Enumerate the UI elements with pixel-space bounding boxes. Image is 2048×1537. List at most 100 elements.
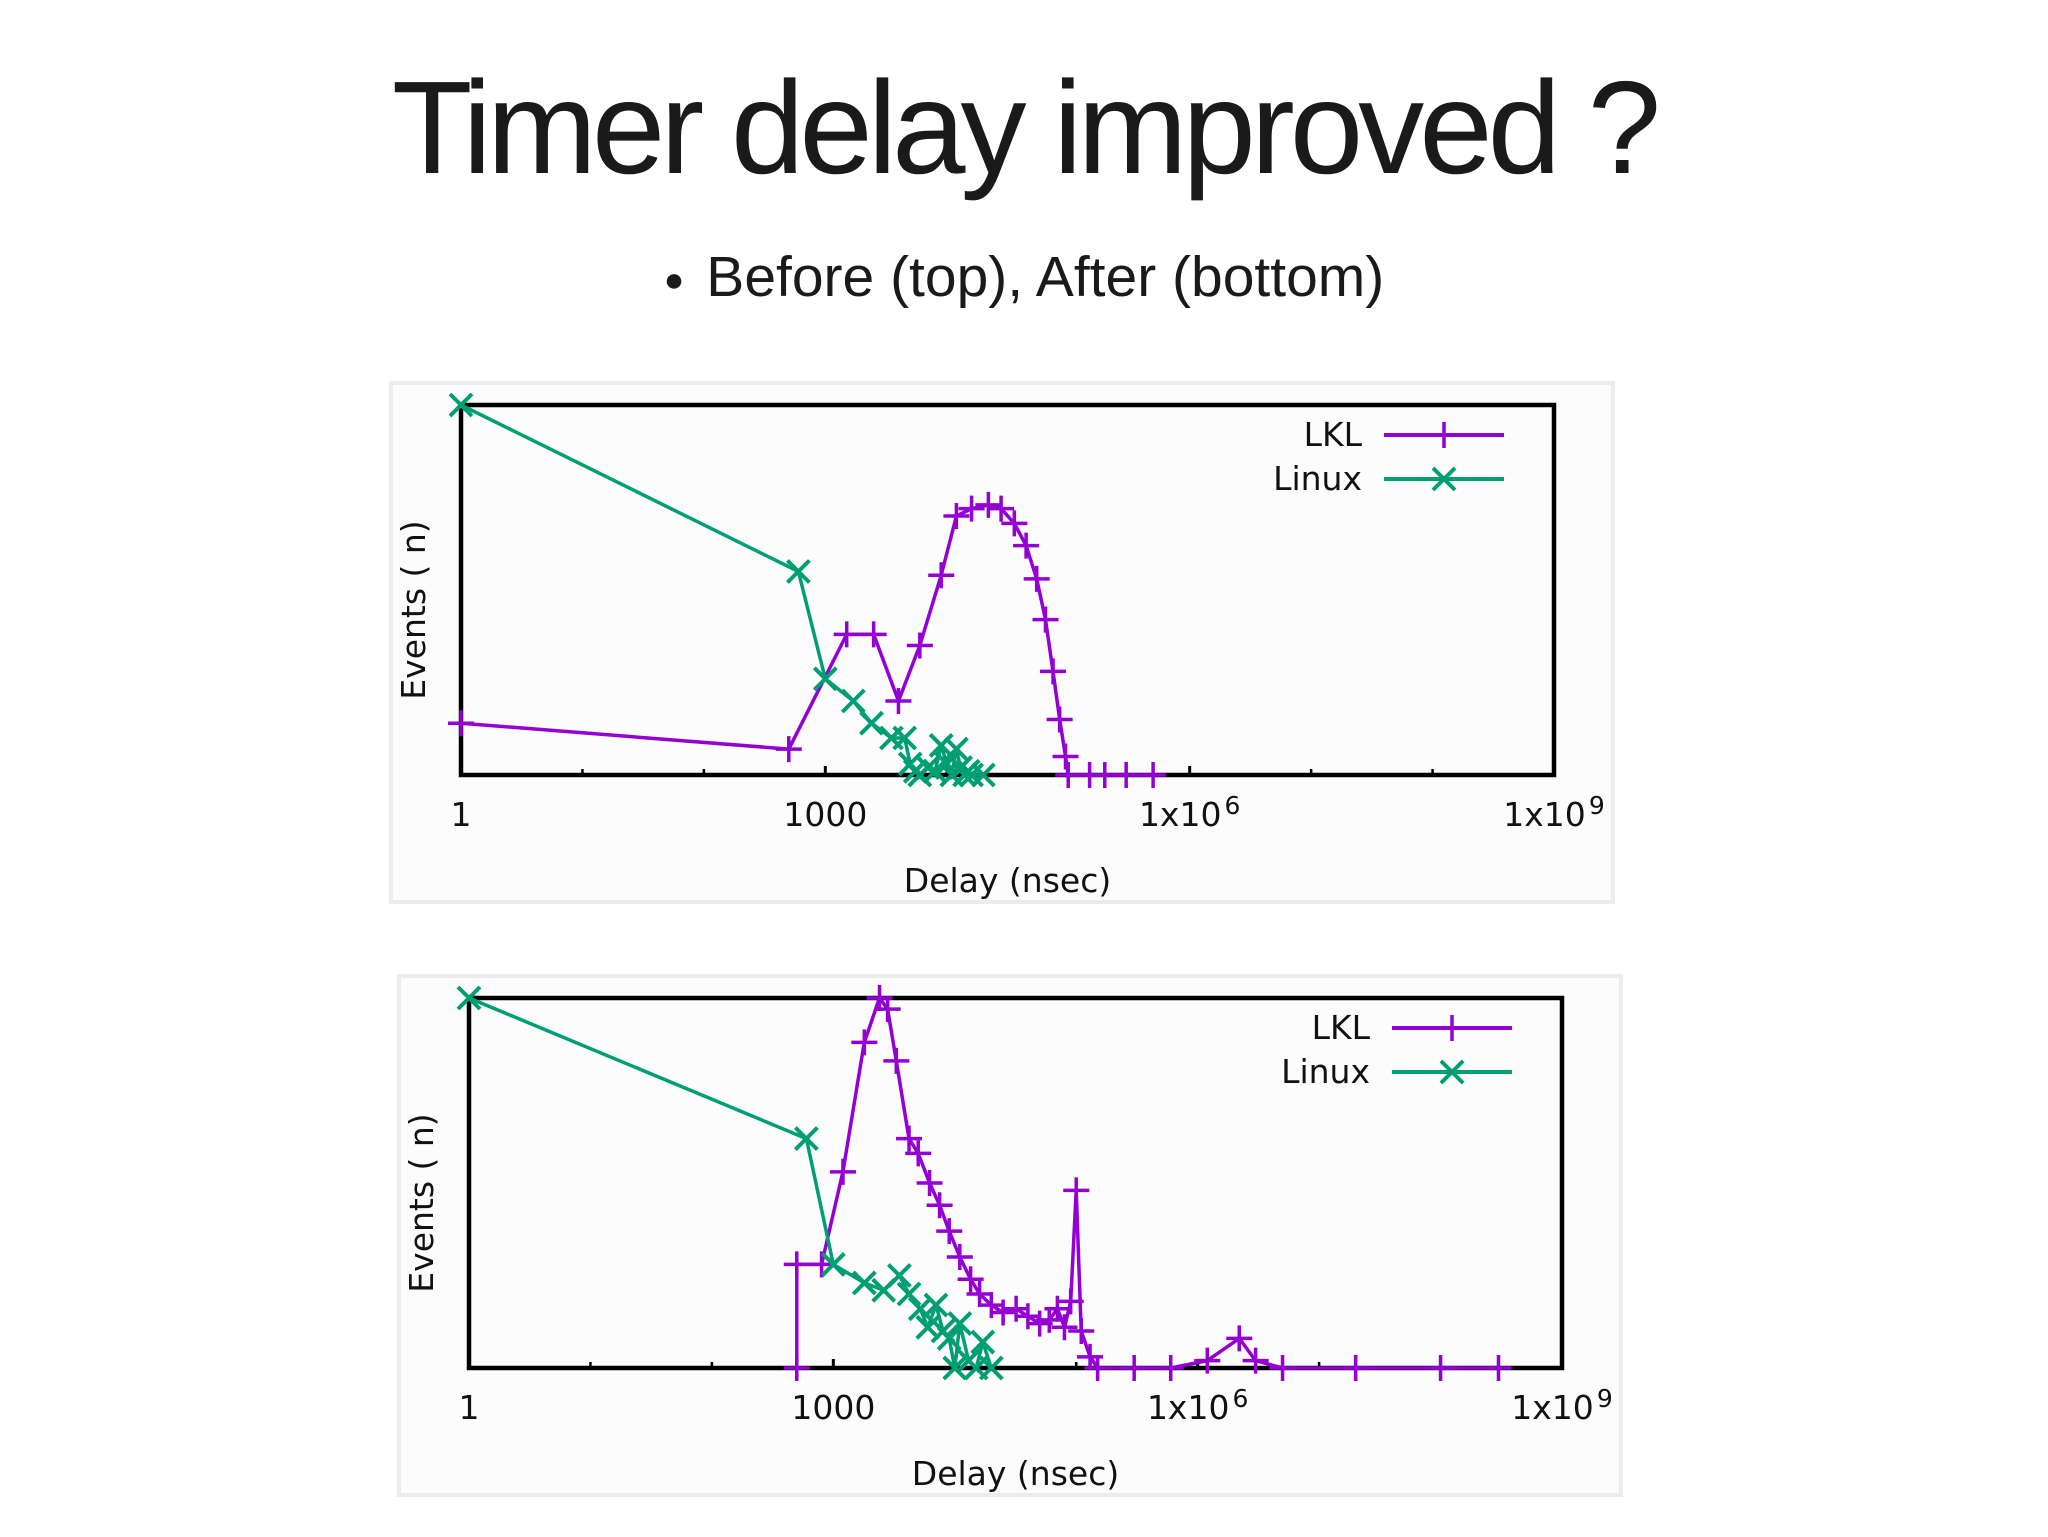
x-tick-label: 1x10 6 — [1139, 791, 1240, 834]
x-tick-label-base: 1 — [459, 1388, 480, 1427]
x-tick-label: 1x10 9 — [1511, 1384, 1612, 1427]
x-tick-label: 1000 — [791, 1388, 875, 1427]
data-point-lkl — [829, 1158, 856, 1185]
x-tick-label: 1x10 9 — [1503, 791, 1604, 834]
data-point-lkl — [926, 1192, 953, 1219]
legend-marker-lkl — [1431, 422, 1457, 448]
data-point-linux — [915, 755, 941, 781]
data-point-lkl — [885, 688, 912, 714]
data-point-linux — [970, 762, 996, 788]
data-point-linux — [812, 666, 838, 692]
data-point-lkl — [1057, 1288, 1084, 1315]
data-point-lkl — [851, 1029, 878, 1056]
data-point-linux — [892, 725, 918, 751]
data-point-lkl — [808, 1251, 835, 1278]
data-point-lkl — [1052, 743, 1079, 770]
chart-after: 1 1000 1x10 6 1x10 9 Delay (nsec) Events ( n) LK… — [397, 974, 1623, 1497]
data-point-linux — [820, 1251, 846, 1277]
series-line-lkl — [460, 503, 1154, 777]
legend-marker-lkl — [1439, 1015, 1465, 1041]
data-point-linux — [793, 1126, 819, 1152]
slide-title: Timer delay improved ? — [391, 54, 1661, 201]
data-point-lkl — [883, 1047, 910, 1074]
data-point-linux — [448, 392, 474, 418]
data-point-lkl — [1001, 510, 1028, 537]
x-tick-label: 1x10 6 — [1147, 1384, 1248, 1427]
data-point-lkl — [1063, 1177, 1090, 1204]
data-point-linux — [948, 755, 974, 781]
series-line-linux — [460, 403, 984, 777]
data-point-lkl — [783, 1251, 810, 1278]
legend-marker-linux — [1439, 1059, 1465, 1085]
y-axis-label: Events ( n) — [402, 1113, 441, 1292]
legend: LKL Linux — [1281, 1008, 1512, 1091]
plot-frame — [458, 402, 1557, 778]
data-point-linux — [970, 1329, 996, 1355]
data-point-lkl — [783, 1355, 810, 1381]
x-tick-label-exponent: 9 — [1589, 791, 1605, 820]
data-point-lkl — [990, 1299, 1017, 1326]
data-point-lkl — [1226, 1325, 1253, 1352]
legend-label-linux: Linux — [1273, 459, 1362, 498]
x-tick-label-base: 1x10 — [1139, 795, 1222, 834]
series-linux — [448, 392, 996, 788]
data-point-lkl — [1269, 1355, 1296, 1381]
data-point-lkl — [1113, 762, 1140, 788]
data-point-lkl — [833, 621, 860, 648]
x-tick-label-base: 1 — [451, 795, 472, 834]
legend-marker-linux — [1431, 466, 1457, 492]
x-axis-label: Delay (nsec) — [904, 861, 1111, 900]
data-point-lkl — [1427, 1355, 1454, 1381]
data-point-lkl — [1342, 1355, 1369, 1381]
data-point-linux — [840, 688, 866, 714]
data-point-lkl — [905, 1140, 932, 1167]
data-point-linux — [915, 1314, 941, 1340]
data-point-linux — [785, 559, 811, 584]
legend: LKL Linux — [1273, 415, 1504, 498]
data-point-linux — [896, 1281, 922, 1307]
data-point-lkl — [936, 1218, 963, 1245]
data-point-linux — [943, 736, 969, 762]
chart-before: 1 1000 1x10 6 1x10 9 Delay (nsec) Events ( n) LK… — [389, 381, 1615, 904]
x-tick-label: 1 — [459, 1388, 480, 1427]
data-point-lkl — [860, 621, 887, 648]
x-tick-label: 1000 — [783, 795, 867, 834]
data-point-lkl — [916, 1170, 943, 1196]
x-tick-label-base: 1x10 — [1503, 795, 1586, 834]
data-point-linux — [923, 1292, 949, 1318]
data-point-lkl — [1013, 532, 1040, 559]
data-point-lkl — [896, 1125, 923, 1152]
data-point-lkl — [775, 736, 802, 763]
data-point-linux — [947, 1311, 973, 1337]
data-point-linux — [886, 1263, 912, 1288]
x-tick-label-exponent: 9 — [1597, 1384, 1613, 1413]
bullet-dot-icon: ● — [663, 261, 685, 300]
data-point-lkl — [966, 1281, 993, 1307]
data-point-lkl — [1023, 565, 1050, 592]
data-point-linux — [859, 710, 884, 736]
plot-frame — [466, 995, 1565, 1371]
data-point-lkl — [448, 710, 474, 737]
x-tick-label-base: 1000 — [783, 795, 867, 834]
x-axis-label: Delay (nsec) — [912, 1454, 1119, 1493]
x-tick-label-base: 1x10 — [1147, 1388, 1230, 1427]
series-line-linux — [468, 996, 993, 1370]
data-point-lkl — [1157, 1355, 1184, 1381]
data-point-lkl — [975, 491, 1002, 518]
bullet-text: Before (top), After (bottom) — [706, 245, 1385, 309]
data-point-lkl — [1194, 1347, 1221, 1374]
legend-label-lkl: LKL — [1304, 415, 1363, 454]
x-tick-label-exponent: 6 — [1224, 791, 1240, 820]
data-point-lkl — [946, 1244, 973, 1270]
data-point-lkl — [1084, 1355, 1111, 1381]
data-point-linux — [928, 732, 954, 758]
x-tick-label-base: 1x10 — [1511, 1388, 1594, 1427]
data-point-lkl — [1140, 762, 1167, 788]
x-tick-label-exponent: 6 — [1232, 1384, 1248, 1413]
data-point-lkl — [874, 996, 901, 1023]
data-point-lkl — [1044, 1295, 1071, 1322]
data-point-linux — [851, 1270, 877, 1296]
legend-label-lkl: LKL — [1312, 1008, 1371, 1047]
